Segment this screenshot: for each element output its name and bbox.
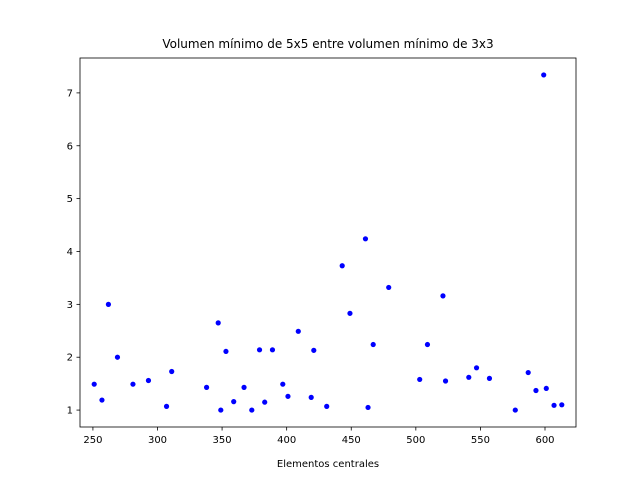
- data-point: [269, 347, 276, 353]
- data-point: [466, 374, 472, 380]
- x-axis-label: Elementos centrales: [277, 459, 379, 470]
- y-tick-label: 4: [67, 247, 73, 258]
- plot-frame: [79, 57, 577, 428]
- data-point: [541, 72, 547, 78]
- data-point: [559, 402, 565, 408]
- data-point: [241, 384, 247, 390]
- x-tick-label: 250: [83, 435, 102, 446]
- data-point: [145, 377, 152, 384]
- x-tick-label: 400: [277, 435, 296, 446]
- data-point: [386, 284, 392, 291]
- data-point: [114, 354, 121, 360]
- data-point: [169, 368, 175, 375]
- data-point: [533, 387, 539, 394]
- data-point: [417, 376, 423, 383]
- x-tick-label: 500: [406, 435, 425, 446]
- data-point: [256, 347, 263, 353]
- data-point: [362, 236, 369, 242]
- y-tick-label: 6: [67, 141, 73, 152]
- x-tick-label: 350: [213, 435, 232, 446]
- data-point: [543, 385, 549, 392]
- y-tick-label: 3: [67, 300, 73, 311]
- x-tick-label: 450: [342, 435, 361, 446]
- data-point: [218, 407, 224, 413]
- data-point: [551, 402, 557, 408]
- data-point: [295, 328, 301, 334]
- data-point: [249, 407, 255, 413]
- data-point: [308, 394, 314, 400]
- y-tick-label: 5: [67, 194, 73, 205]
- data-point: [91, 381, 97, 387]
- data-point: [105, 301, 112, 307]
- points-layer: [91, 72, 565, 413]
- data-point: [285, 393, 291, 399]
- data-point: [365, 404, 371, 411]
- data-point: [223, 348, 229, 355]
- data-point: [262, 399, 268, 405]
- chart-title: Volumen mínimo de 5x5 entre volumen míni…: [162, 37, 493, 51]
- data-point: [525, 369, 531, 376]
- data-point: [163, 403, 170, 409]
- y-tick-label: 1: [67, 406, 73, 417]
- data-point: [324, 403, 330, 409]
- data-point: [424, 341, 431, 348]
- ticks-layer: 250 300 350 400 450 500 550 600 1 2 3 4 5 6 7: [67, 88, 555, 446]
- x-tick-label: 600: [535, 435, 554, 446]
- x-tick-label: 300: [148, 435, 167, 446]
- data-point: [473, 365, 480, 371]
- data-point: [440, 293, 446, 299]
- data-point: [339, 263, 345, 269]
- data-point: [486, 375, 493, 381]
- data-point: [347, 310, 353, 316]
- data-point: [512, 407, 518, 413]
- data-point: [280, 381, 286, 387]
- data-point: [99, 397, 105, 403]
- data-point: [203, 384, 210, 390]
- data-point: [442, 378, 449, 384]
- data-point: [311, 347, 317, 353]
- x-tick-label: 550: [471, 435, 490, 446]
- data-point: [130, 381, 136, 387]
- data-point: [215, 320, 221, 326]
- y-tick-label: 7: [67, 88, 73, 99]
- data-point: [370, 341, 376, 348]
- y-tick-label: 2: [67, 353, 73, 364]
- data-point: [231, 399, 237, 405]
